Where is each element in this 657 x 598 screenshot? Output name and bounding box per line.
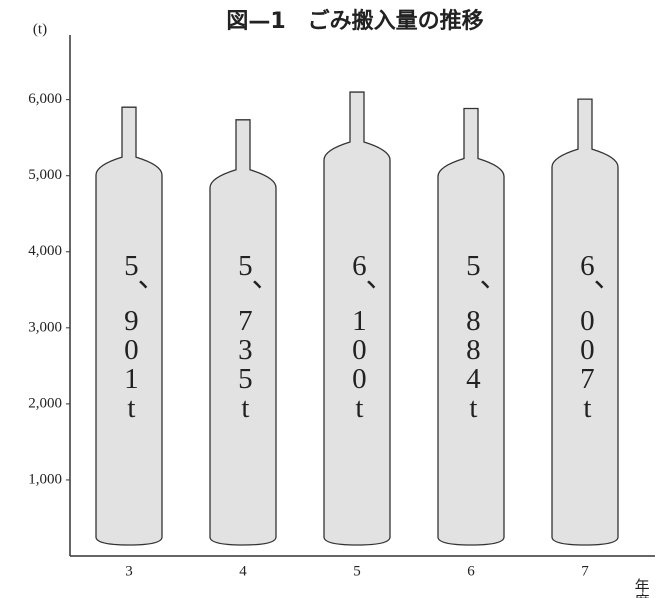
y-tick-label: 3,000 (28, 319, 62, 335)
y-tick-label: 6,000 (28, 91, 62, 107)
data-label: 6、100t (343, 250, 375, 421)
y-axis-label: (t) (33, 21, 47, 37)
y-tick-label: 1,000 (28, 471, 62, 487)
bottle-bar (95, 106, 163, 546)
y-tick-label: 5,000 (28, 167, 62, 183)
y-tick-label: 4,000 (28, 243, 62, 259)
x-axis-label: 年度 (633, 578, 650, 598)
y-tick-label: 2,000 (28, 395, 62, 411)
bottle-bar (323, 91, 391, 546)
data-label: 6、007t (571, 250, 603, 421)
x-tick-label: 6 (467, 563, 475, 579)
x-tick-label: 4 (239, 563, 247, 579)
bottle-bar (209, 119, 277, 546)
data-label: 5、884t (457, 250, 489, 421)
x-tick-label: 5 (353, 563, 361, 579)
data-label: 5、735t (229, 250, 261, 421)
x-tick-label: 7 (581, 563, 589, 579)
bottle-bar (437, 107, 505, 546)
x-tick-label: 3 (125, 563, 133, 579)
bottle-bar (551, 98, 619, 546)
data-label: 5、901t (115, 250, 147, 421)
chart-title: 図—1 ごみ搬入量の推移 (226, 8, 483, 34)
